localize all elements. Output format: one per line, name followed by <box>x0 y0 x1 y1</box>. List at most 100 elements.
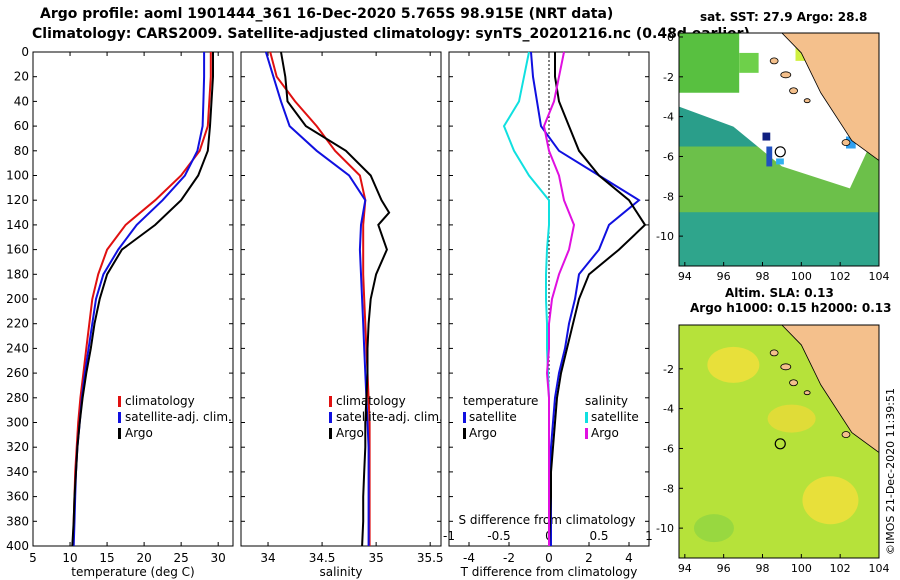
legend-swatch <box>118 412 121 423</box>
sst-map-title: sat. SST: 27.9 Argo: 28.8 <box>700 10 868 24</box>
legend-entry: satellite-adj. clim. <box>336 410 443 424</box>
y-tick-label: 80 <box>14 144 29 158</box>
x-tick-label: 98 <box>755 562 769 575</box>
s-tick-label: -0.5 <box>487 529 510 543</box>
x-tick-label: 94 <box>678 562 692 575</box>
y-tick-label: -10 <box>656 522 674 535</box>
y-tick-label: -4 <box>663 403 674 416</box>
y-tick-label: 280 <box>6 391 29 405</box>
legend-entry: satellite-adj. clim. <box>125 410 232 424</box>
s-tick-label: 0.5 <box>589 529 608 543</box>
y-tick-label: 320 <box>6 440 29 454</box>
x-tick-label: 104 <box>869 270 890 283</box>
salinity-climatology-line <box>269 51 371 546</box>
sst-band <box>679 212 879 266</box>
y-tick-label: 260 <box>6 366 29 380</box>
legend-header: salinity <box>585 394 628 408</box>
temperature-panel: 0 20 40 60 80 100 120 140 160 180 200 220 240 260 280 3… <box>6 45 234 579</box>
y-tick-label: 400 <box>6 539 29 553</box>
y-tick-label: 0 <box>667 31 674 44</box>
x-tick-label: 100 <box>791 270 812 283</box>
y-tick-label: 240 <box>6 341 29 355</box>
y-tick-label: 160 <box>6 243 29 257</box>
sst-map-frame <box>678 32 880 267</box>
legend-entry: satellite <box>469 410 517 424</box>
float-marker <box>774 438 786 450</box>
x-tick-label: 98 <box>755 270 769 283</box>
x-tick-label: 25 <box>174 551 189 565</box>
legend-swatch <box>585 428 588 439</box>
x-tick-label: 96 <box>717 270 731 283</box>
x-tick-label: 4 <box>625 551 633 565</box>
island <box>841 431 851 438</box>
y-tick-label: 120 <box>6 193 29 207</box>
sst-patch <box>679 33 740 93</box>
y-tick-label: 300 <box>6 416 29 430</box>
x-tick-label: 10 <box>62 551 77 565</box>
x-tick-label: 34.5 <box>309 551 336 565</box>
x-tick-label: -4 <box>463 551 475 565</box>
x-axis-label: temperature (deg C) <box>71 565 194 579</box>
island <box>841 139 851 146</box>
x-tick-label: 5 <box>29 551 37 565</box>
salinity-satellite-adj-clim--line <box>264 51 370 546</box>
legend-entry: Argo <box>591 426 619 440</box>
sla-blob <box>802 476 859 525</box>
salinity-panel: 34 34.5 35 35.5 salinity climatology satellite… <box>240 51 444 579</box>
y-tick-label: 140 <box>6 218 29 232</box>
x-tick-label: 102 <box>830 562 851 575</box>
x-tick-label: 15 <box>99 551 114 565</box>
x-tick-label: 34 <box>260 551 275 565</box>
island <box>789 379 798 387</box>
legend-swatch <box>329 412 332 423</box>
sla-blob <box>707 346 760 383</box>
y-tick-label: -8 <box>663 190 674 203</box>
x-tick-label: 104 <box>869 562 890 575</box>
chart-title: Argo profile: aoml 1901444_361 16-Dec-20… <box>40 6 614 22</box>
x-tick-label: 96 <box>717 562 731 575</box>
island <box>780 363 792 371</box>
chart-subtitle: Climatology: CARS2009. Satellite-adjuste… <box>32 26 750 42</box>
difference-t-satellite-line <box>530 51 641 546</box>
x-tick-label: 100 <box>791 562 812 575</box>
legend-entry: climatology <box>336 394 406 408</box>
island <box>803 390 811 396</box>
legend-swatch <box>329 428 332 439</box>
x-tick-label: 35 <box>368 551 383 565</box>
y-tick-label: 200 <box>6 292 29 306</box>
sla-blob <box>767 404 816 433</box>
legend-swatch <box>329 396 332 407</box>
y-tick-label: 20 <box>14 70 29 84</box>
temperature-climatology-line <box>72 52 212 547</box>
legend-entry: Argo <box>125 426 153 440</box>
y-tick-label: 40 <box>14 94 29 108</box>
s-axis-label: S difference from climatology <box>459 513 636 527</box>
difference-t-argo-line <box>548 52 647 547</box>
sst-map: 94 96 98 100 102 104 0 -2 -4 -6 -8 -10 <box>656 31 889 283</box>
land-mass <box>781 325 879 453</box>
x-tick-label: 30 <box>211 551 226 565</box>
y-tick-label: -2 <box>663 71 674 84</box>
y-tick-label: 220 <box>6 317 29 331</box>
s-tick-label: 1 <box>645 529 653 543</box>
temperature-argo-line <box>71 52 214 547</box>
y-tick-label: 380 <box>6 514 29 528</box>
x-axis-label: T difference from climatology <box>460 565 638 579</box>
legend-entry: Argo <box>336 426 364 440</box>
legend-swatch <box>585 412 588 423</box>
x-axis-label: salinity <box>319 565 362 579</box>
legend-swatch <box>463 428 466 439</box>
y-tick-label: 0 <box>21 45 29 59</box>
x-tick-label: -2 <box>503 551 515 565</box>
land-mass <box>781 33 879 161</box>
legend-swatch <box>118 428 121 439</box>
x-tick-label: 94 <box>678 270 692 283</box>
legend-swatch <box>118 396 121 407</box>
legend-entry: Argo <box>469 426 497 440</box>
y-tick-label: 180 <box>6 267 29 281</box>
island <box>769 57 779 65</box>
y-tick-label: -2 <box>663 363 674 376</box>
island <box>769 349 779 357</box>
y-tick-label: -6 <box>663 442 674 455</box>
island <box>780 71 792 79</box>
